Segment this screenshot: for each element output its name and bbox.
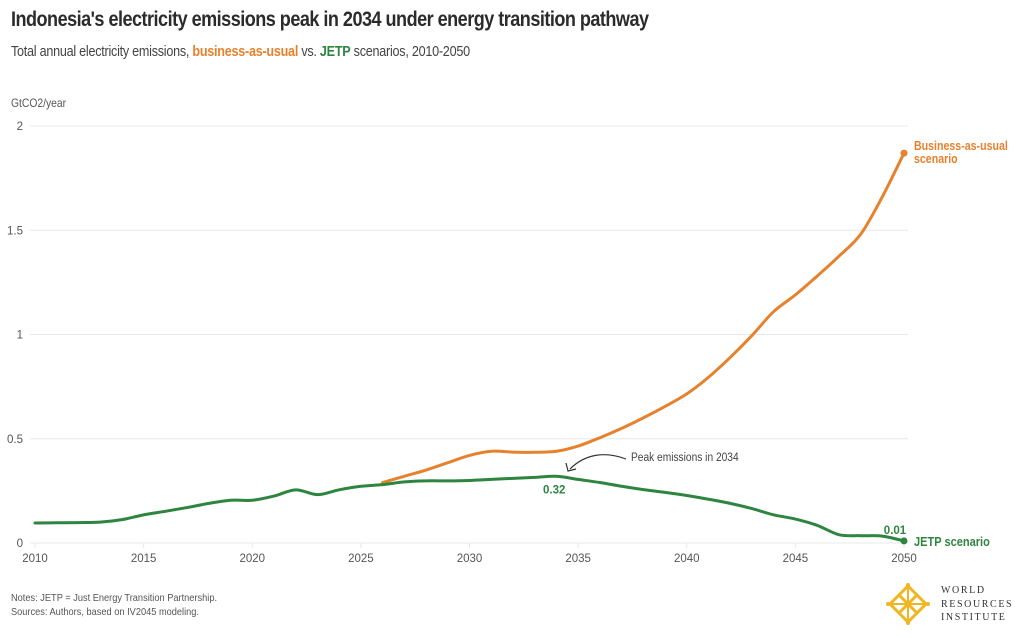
y-axis-label: GtCO2/year <box>11 96 67 110</box>
x-tick-label: 2025 <box>348 553 374 565</box>
subtitle-bau-highlight: business-as-usual <box>192 43 299 60</box>
subtitle-prefix: Total annual electricity emissions, <box>11 43 193 60</box>
chart-subtitle: Total annual electricity emissions, busi… <box>11 43 470 60</box>
emissions-line-chart: 00.511.52 2010 2015 2020 2025 2030 2035 2040 20… <box>7 121 1008 565</box>
y-tick-label: 0.5 <box>7 434 23 446</box>
peak-value-label: 0.32 <box>543 484 565 496</box>
y-tick-label: 2 <box>17 121 23 133</box>
logo-line-2: RESOURCES <box>941 598 1014 610</box>
wri-logo: WORLD RESOURCES INSTITUTE <box>885 582 1015 626</box>
bau-end-label-line-2: scenario <box>914 152 958 166</box>
x-tick-label: 2045 <box>783 553 809 565</box>
wri-logo-icon <box>886 583 930 625</box>
sources-text: Sources: Authors, based on IV2045 modeli… <box>11 606 200 618</box>
jetp-series-line <box>33 474 906 543</box>
y-tick-label: 1 <box>17 330 23 342</box>
jetp-end-value-label: 0.01 <box>884 525 907 537</box>
jetp-end-point <box>900 537 908 545</box>
y-tick-label: 1.5 <box>7 225 23 237</box>
y-tick-label: 0 <box>17 538 23 550</box>
peak-annotation-arrow <box>569 454 627 470</box>
x-tick-label: 2050 <box>891 553 917 565</box>
subtitle-vs: vs. <box>298 43 320 60</box>
bau-series-line <box>381 151 906 485</box>
x-tick-label: 2030 <box>457 553 483 565</box>
gridlines <box>30 125 908 548</box>
x-tick-label: 2020 <box>239 553 265 565</box>
notes-text: Notes: JETP = Just Energy Transition Par… <box>11 592 218 604</box>
chart-notes: Notes: JETP = Just Energy Transition Par… <box>11 591 217 619</box>
bau-end-label-line-1: Business-as-usual <box>914 139 1008 153</box>
x-tick-label: 2035 <box>565 553 591 565</box>
x-tick-label: 2040 <box>674 553 700 565</box>
logo-line-1: WORLD <box>941 585 986 596</box>
peak-annotation-text: Peak emissions in 2034 <box>631 451 739 464</box>
wri-logo-text: WORLD RESOURCES INSTITUTE <box>941 584 1013 625</box>
x-tick-label: 2015 <box>131 553 157 565</box>
series-lines <box>33 149 908 545</box>
x-axis-ticks: 2010 2015 2020 2025 2030 2035 2040 2045 2050 <box>22 553 917 565</box>
x-tick-label: 2010 <box>22 553 48 565</box>
peak-annotation-arrowhead <box>565 462 577 472</box>
chart-title: Indonesia's electricity emissions peak i… <box>11 8 649 31</box>
subtitle-suffix: scenarios, 2010-2050 <box>350 43 470 60</box>
bau-end-point <box>900 149 908 157</box>
y-axis-ticks: 0 0.5 1 1.5 2 <box>7 121 23 550</box>
subtitle-jetp-highlight: JETP <box>319 43 351 60</box>
jetp-end-label: JETP scenario <box>914 534 990 549</box>
logo-line-3: INSTITUTE <box>941 612 1007 623</box>
